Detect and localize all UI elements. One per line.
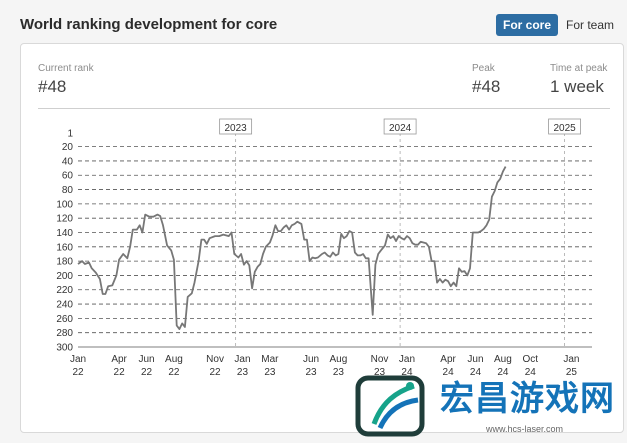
page-title: World ranking development for core (20, 16, 278, 33)
y-tick-label: 1 (67, 129, 73, 140)
y-tick-label: 160 (56, 242, 73, 253)
y-tick-label: 40 (62, 156, 74, 167)
x-tick-month: Nov (371, 354, 389, 365)
watermark: 宏昌游戏网 www.hcs-laser.com (352, 372, 624, 438)
x-tick-month: Jun (138, 354, 154, 365)
x-tick-month: Apr (440, 354, 456, 365)
year-marker-box (383, 118, 417, 135)
x-tick-month: Oct (523, 354, 539, 365)
peak-label: Peak (472, 63, 495, 74)
x-tick-month: Jun (467, 354, 483, 365)
year-marker-box (219, 118, 253, 135)
x-tick-year: 24 (525, 367, 537, 378)
x-tick-month: Aug (494, 354, 512, 365)
x-tick-year: 24 (443, 367, 455, 378)
year-marker-label: 2024 (389, 123, 412, 134)
x-tick-year: 22 (210, 367, 222, 378)
x-tick-month: Mar (261, 354, 279, 365)
x-tick-year: 22 (114, 367, 126, 378)
x-tick-month: Nov (206, 354, 224, 365)
year-marker-label: 2025 (553, 123, 576, 134)
for-team-toggle[interactable]: For team (566, 18, 615, 32)
y-tick-label: 280 (56, 328, 73, 339)
x-tick-year: 23 (333, 367, 345, 378)
x-tick-year: 23 (374, 367, 386, 378)
y-tick-label: 200 (56, 271, 73, 282)
x-tick-year: 22 (168, 367, 180, 378)
peak-value: #48 (472, 77, 501, 96)
x-tick-year: 22 (72, 367, 84, 378)
for-core-toggle[interactable]: For core (496, 14, 558, 36)
x-tick-year: 24 (497, 367, 509, 378)
year-marker-box (548, 118, 581, 135)
x-tick-month: Jan (70, 354, 86, 365)
x-tick-year: 24 (401, 367, 413, 378)
y-tick-label: 260 (56, 314, 73, 325)
x-tick-year: 22 (141, 367, 153, 378)
ranking-series-line (77, 166, 507, 330)
stats-divider (38, 108, 610, 109)
x-tick-month: Jan (563, 354, 579, 365)
ranking-card: Current rank #48 Peak #48 Time at peak 1… (20, 43, 624, 433)
y-tick-label: 140 (56, 228, 73, 239)
y-tick-label: 300 (56, 343, 73, 354)
x-tick-month: Apr (111, 354, 127, 365)
watermark-text: 宏昌游戏网 (440, 379, 615, 419)
current-rank-value: #48 (38, 77, 67, 96)
current-rank-label: Current rank (38, 63, 94, 74)
watermark-logo-icon (355, 375, 425, 437)
y-tick-label: 120 (56, 214, 73, 225)
y-tick-label: 240 (56, 300, 73, 311)
x-tick-year: 24 (470, 367, 482, 378)
x-tick-month: Jan (399, 354, 415, 365)
watermark-url: www.hcs-laser.com (486, 424, 564, 434)
x-tick-month: Aug (330, 354, 348, 365)
x-tick-year: 23 (237, 367, 249, 378)
year-marker-label: 2023 (225, 123, 248, 134)
y-tick-label: 60 (62, 171, 74, 182)
x-tick-year: 23 (305, 367, 317, 378)
x-tick-month: Jan (234, 354, 250, 365)
x-tick-month: Jun (303, 354, 319, 365)
x-tick-year: 25 (566, 367, 578, 378)
y-tick-label: 100 (56, 199, 73, 210)
time-at-peak-value: 1 week (550, 77, 604, 96)
x-tick-year: 23 (264, 367, 276, 378)
y-tick-label: 80 (62, 185, 74, 196)
y-tick-label: 180 (56, 257, 73, 268)
y-tick-label: 220 (56, 285, 73, 296)
y-tick-label: 20 (62, 142, 74, 153)
x-tick-month: Aug (165, 354, 183, 365)
time-at-peak-label: Time at peak (550, 63, 608, 74)
